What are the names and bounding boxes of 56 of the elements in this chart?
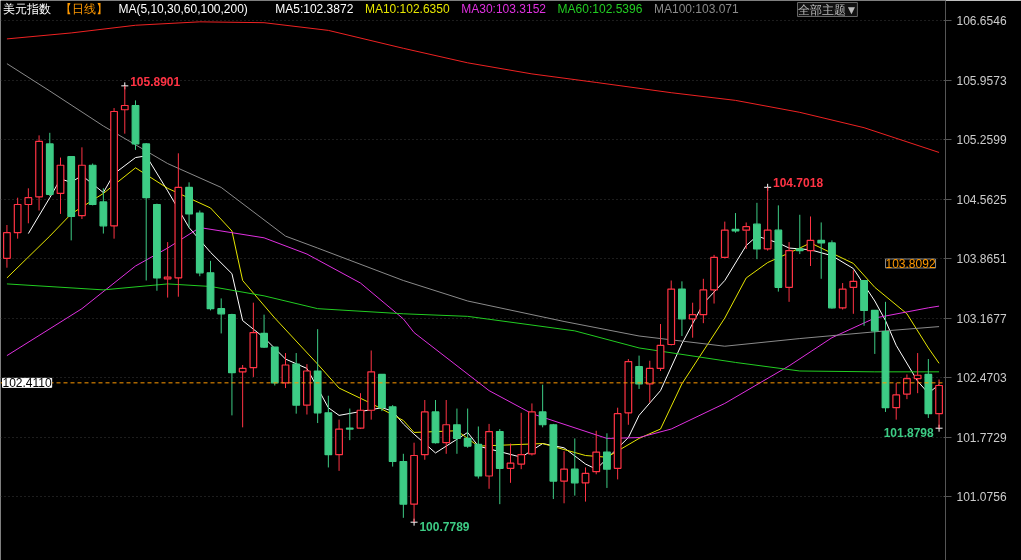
line-series [6, 63, 940, 347]
candlestick [163, 241, 172, 299]
ref-line-label: 102.4110 [2, 376, 52, 391]
line-series [6, 21, 940, 153]
candlestick [763, 186, 772, 252]
candlestick [217, 297, 226, 334]
candlestick [795, 214, 804, 255]
annotation: MA(5,10,30,60,100,200) [118, 1, 248, 16]
candlestick [560, 450, 568, 504]
candlestick [99, 187, 108, 235]
candlestick [570, 437, 579, 497]
y-tick-label: 103.8651 [956, 252, 1007, 267]
annotation: 103.8092 [885, 257, 936, 271]
y-tick-label: 102.4703 [956, 371, 1007, 386]
annotation: 100.7789 [419, 520, 470, 535]
y-tick-label: 101.7729 [956, 430, 1007, 445]
text: MA60:102.5396 [557, 1, 643, 16]
chart-title: 美元指数 [2, 1, 51, 16]
candlestick [742, 221, 751, 250]
y-tick-label: 106.6546 [956, 14, 1007, 29]
annotation: 101.8798 [883, 426, 935, 441]
candlestick [345, 408, 354, 441]
line-series [6, 283, 940, 373]
y-tick-label: 105.2599 [956, 133, 1007, 148]
candlestick [238, 364, 247, 428]
candlestick [849, 269, 858, 315]
candlestick [538, 384, 547, 428]
text: MA100:103.071 [653, 1, 740, 16]
candlestick [913, 352, 922, 394]
candlestick [688, 302, 697, 339]
y-tick-label: 101.0756 [956, 490, 1007, 505]
candlestick [453, 408, 461, 455]
candlestick [817, 221, 826, 280]
annotation: 104.7018 [773, 176, 824, 191]
candlestick [731, 212, 740, 234]
candlestick [442, 399, 451, 455]
y-tick-label: 105.9573 [956, 73, 1007, 88]
candlestick [463, 408, 472, 449]
annotation: 全部主题▼ [797, 2, 858, 17]
candlestick [892, 382, 901, 421]
candlestick [517, 412, 526, 470]
candlestick [838, 282, 847, 311]
y-tick-label: 103.1677 [956, 311, 1007, 326]
annotation: 105.8901 [130, 74, 181, 89]
candlestick [645, 360, 654, 404]
candlestick [603, 432, 611, 489]
candlestick [592, 430, 601, 475]
text: MA10:102.6350 [364, 1, 450, 16]
candlestick [870, 309, 879, 355]
text: MA30:103.3152 [461, 1, 547, 16]
chart-subtitle: 【日线】 [60, 1, 109, 16]
candlestick [260, 314, 268, 349]
candlestick [635, 355, 643, 390]
candlestick [24, 187, 33, 224]
y-tick-label: 104.5625 [956, 192, 1007, 207]
text: MA5:102.3872 [275, 1, 354, 16]
